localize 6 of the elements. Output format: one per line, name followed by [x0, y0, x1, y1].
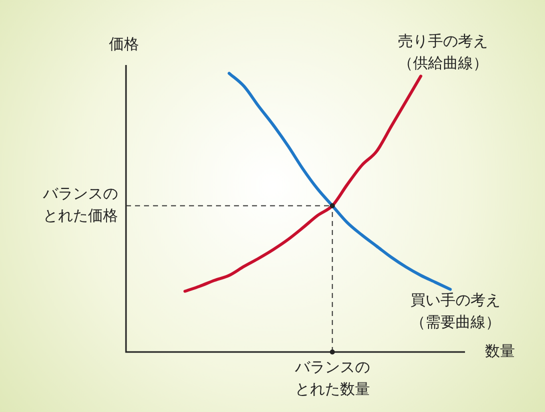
x-axis-title: 数量: [485, 342, 515, 360]
y-axis-title: 価格: [109, 34, 139, 53]
series-label: 買い手の考え（需要曲線）: [410, 291, 500, 332]
series-label: 売り手の考え（供給曲線）: [398, 32, 488, 72]
text: バランスのとれた数量: [294, 358, 370, 398]
ref-line-label: バランスのとれた価格: [42, 184, 118, 225]
